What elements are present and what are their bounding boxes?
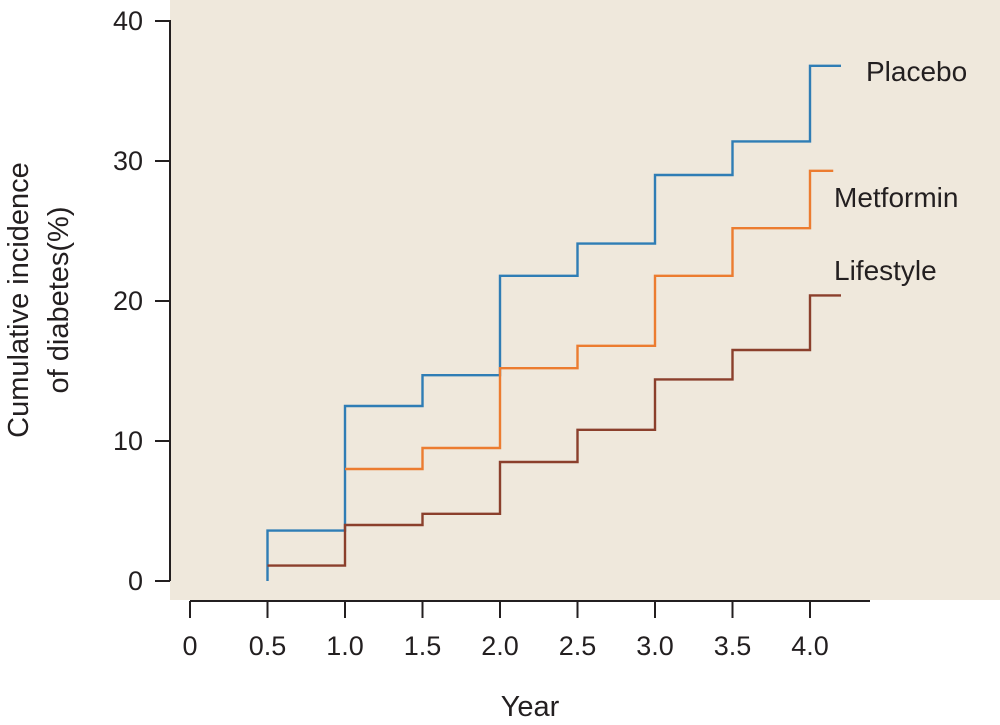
x-tick-label: 4.0 <box>791 631 829 661</box>
series-line-placebo <box>266 64 841 581</box>
y-tick-label: 20 <box>113 286 143 316</box>
x-tick-label: 0.5 <box>249 631 287 661</box>
x-axis: 0 0.5 1.0 1.5 2.0 2.5 3.0 3.5 4.0 <box>182 600 870 661</box>
x-tick-label: 2.0 <box>481 631 519 661</box>
x-tick-label: 2.5 <box>559 631 597 661</box>
x-tick-label: 3.0 <box>636 631 674 661</box>
series-labels: Placebo Metformin Lifestyle <box>834 56 967 286</box>
y-tick-label: 30 <box>113 146 143 176</box>
y-axis-label-line-1: Cumulative incidence <box>3 162 35 438</box>
x-tick-label: 1.5 <box>404 631 442 661</box>
x-tick-label: 0 <box>182 631 197 661</box>
series-label-placebo: Placebo <box>866 56 967 87</box>
series-label-metformin: Metformin <box>834 182 958 213</box>
x-tick-label: 3.5 <box>714 631 752 661</box>
y-axis: 0 10 20 30 40 <box>113 6 171 596</box>
series-label-lifestyle: Lifestyle <box>834 255 937 286</box>
series-layer <box>266 64 841 581</box>
y-tick-label: 0 <box>128 566 143 596</box>
y-axis-label: Cumulative incidence of diabetes(%) <box>3 162 75 438</box>
plot-background <box>170 0 1000 600</box>
series-line-lifestyle <box>267 294 841 567</box>
x-tick-label: 1.0 <box>326 631 364 661</box>
x-axis-label: Year <box>501 691 560 723</box>
y-tick-label: 40 <box>113 6 143 36</box>
y-axis-label-line-2: of diabetes(%) <box>43 207 75 394</box>
series-line-metformin <box>345 169 834 471</box>
y-tick-label: 10 <box>113 426 143 456</box>
